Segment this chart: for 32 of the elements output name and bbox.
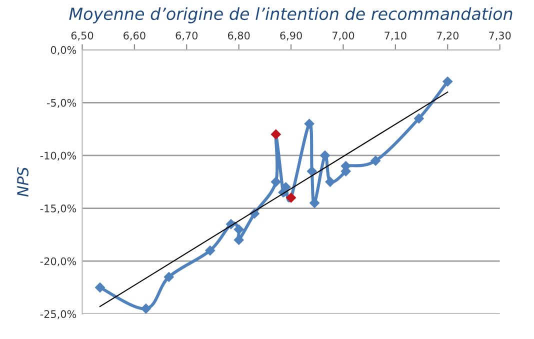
point	[304, 118, 314, 129]
x-tick-label: 7,20	[436, 32, 459, 41]
y-tick-label: -10,0%	[40, 152, 76, 161]
x-tick-label: 7,30	[489, 32, 511, 41]
point	[270, 129, 282, 140]
y-tick-label: -25,0%	[40, 310, 76, 320]
point	[306, 166, 318, 177]
point	[324, 176, 336, 188]
x-tick-label: 6,60	[124, 32, 146, 41]
point	[320, 150, 330, 161]
point	[442, 76, 453, 87]
x-tick-label: 6,70	[176, 32, 198, 41]
point	[94, 282, 106, 293]
x-tick-label: 6,90	[280, 32, 302, 41]
point	[370, 156, 381, 166]
y-axis-title: NPS	[16, 167, 29, 197]
point	[140, 303, 152, 314]
point	[164, 272, 174, 282]
point	[270, 176, 282, 188]
point	[204, 245, 216, 256]
x-tick-label: 6,50	[71, 32, 94, 41]
point	[234, 224, 244, 235]
y-tick-label: 0,0%	[50, 46, 76, 55]
x-tick-label: 6,80	[228, 32, 250, 41]
y-tick-label: -20,0%	[40, 257, 76, 266]
y-tick-label: -5,0%	[46, 98, 76, 108]
point	[286, 192, 296, 203]
y-tick-label: -15,0%	[40, 204, 76, 214]
point	[414, 113, 424, 124]
x-tick-label: 7,10	[384, 32, 406, 41]
chart-title: Moyenne d’origine de l’intention de recommandation	[69, 7, 512, 24]
x-tick-label: 7,00	[332, 32, 354, 41]
